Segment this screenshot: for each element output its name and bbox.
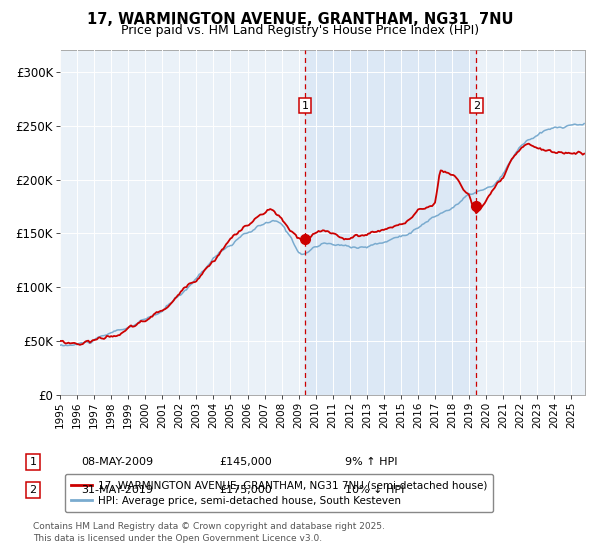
Text: 2: 2 (29, 485, 37, 495)
Text: Price paid vs. HM Land Registry's House Price Index (HPI): Price paid vs. HM Land Registry's House … (121, 24, 479, 36)
Text: 9% ↑ HPI: 9% ↑ HPI (345, 457, 398, 467)
Text: Contains HM Land Registry data © Crown copyright and database right 2025.
This d: Contains HM Land Registry data © Crown c… (33, 522, 385, 543)
Text: £175,000: £175,000 (219, 485, 272, 495)
Text: £145,000: £145,000 (219, 457, 272, 467)
Text: 1: 1 (29, 457, 37, 467)
Text: 2: 2 (473, 100, 480, 110)
Bar (305, 50, 476, 395)
Text: 08-MAY-2009: 08-MAY-2009 (81, 457, 153, 467)
Text: 10% ↓ HPI: 10% ↓ HPI (345, 485, 404, 495)
Legend: 17, WARMINGTON AVENUE, GRANTHAM, NG31 7NU (semi-detached house), HPI: Average pr: 17, WARMINGTON AVENUE, GRANTHAM, NG31 7N… (65, 474, 493, 512)
Text: 17, WARMINGTON AVENUE, GRANTHAM, NG31  7NU: 17, WARMINGTON AVENUE, GRANTHAM, NG31 7N… (87, 12, 513, 27)
Text: 31-MAY-2019: 31-MAY-2019 (81, 485, 153, 495)
Text: 1: 1 (301, 100, 308, 110)
